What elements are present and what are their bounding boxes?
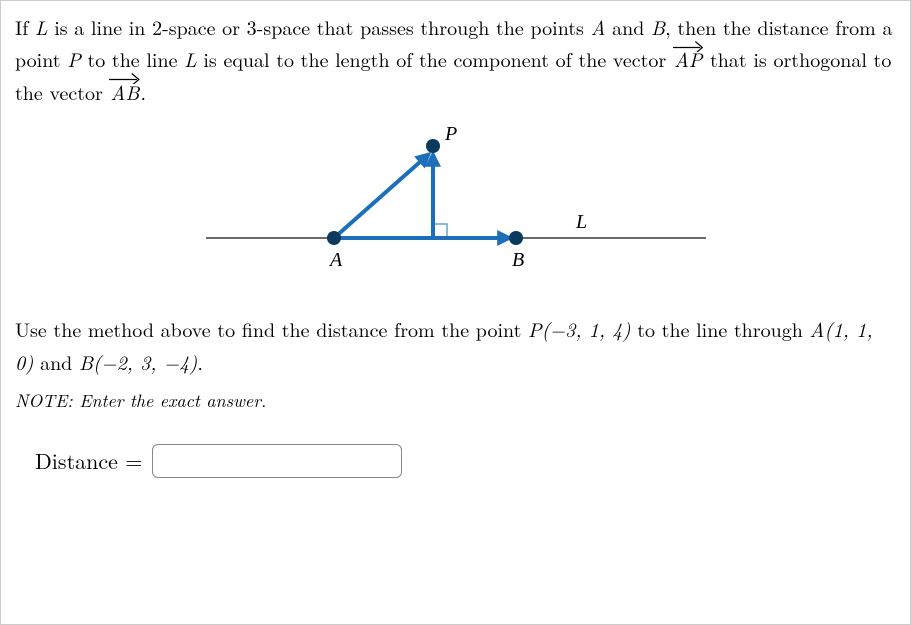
note-text: NOTE: Enter the exact answer. [15,386,896,415]
svg-text:A: A [328,249,343,271]
var-P: P [67,44,81,73]
point-P: P(−3, 1, 4) [528,314,631,343]
answer-label: Distance = [35,443,142,479]
vector-AB: AB [109,76,140,108]
equals-sign: = [125,445,142,476]
text: . [197,347,203,376]
answer-label-text: Distance [35,445,125,476]
svg-text:P: P [444,126,457,145]
vector-AP: AP [673,43,703,75]
var-B: B [651,12,665,41]
var-L: L [184,44,197,73]
problem-statement: Use the method above to find the distanc… [15,313,896,378]
definition-text: If L is a line in 2-space or 3-space tha… [15,11,896,108]
text: to the line through [631,314,810,343]
diagram-container: P A B L [15,126,896,291]
text: Use the method above to find the distanc… [15,314,528,343]
text: If [15,12,35,41]
vector-label: AB [110,77,139,106]
var-L: L [35,12,48,41]
point-B: B(−2, 3, −4) [79,347,197,376]
distance-input[interactable] [152,444,402,478]
geometry-diagram: P A B L [196,126,716,291]
text: is a line in 2-space or 3-space that pas… [48,12,591,41]
svg-text:L: L [575,211,587,233]
text: is equal to the length of the component … [197,44,673,73]
text: . [140,77,146,106]
svg-text:B: B [512,249,524,271]
vector-label: AP [674,44,702,73]
text: and [33,347,79,376]
var-A: A [591,12,606,41]
answer-row: Distance = [15,443,896,479]
text: to the line [81,44,184,73]
question-card: If L is a line in 2-space or 3-space tha… [0,0,911,625]
text: and [605,12,651,41]
